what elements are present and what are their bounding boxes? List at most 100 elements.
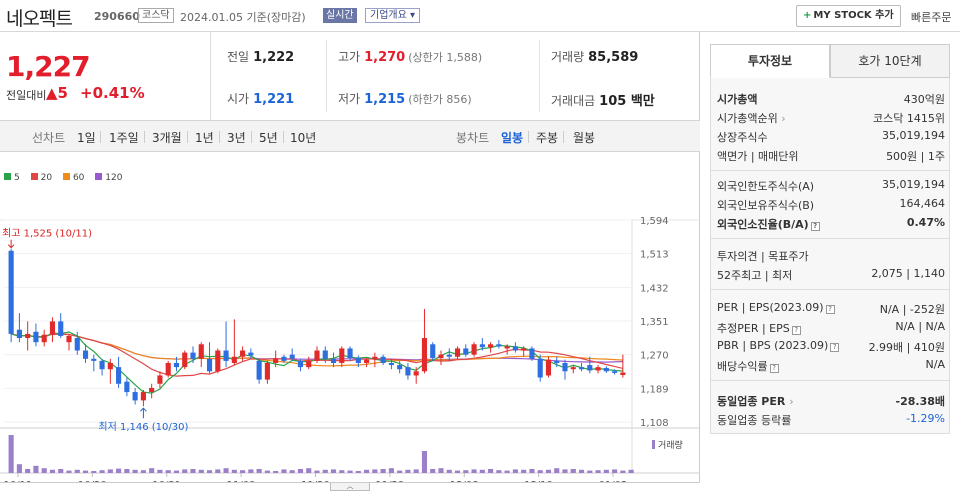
volume-bar <box>248 469 254 473</box>
min-arrow-head <box>140 407 147 412</box>
row-value: 430억원 <box>903 93 945 106</box>
volume-bar <box>306 468 312 473</box>
side-panel: 투자정보 호가 10단계 시가총액 430억원 시가총액순위 › 코스닥 1415위… <box>710 44 950 444</box>
candle-body <box>33 331 39 343</box>
candlestick-chart[interactable]: 1,5941,5131,4321,3511,2701,1891,108거래량10… <box>0 152 700 484</box>
period-3m[interactable]: 3개월 <box>152 131 182 145</box>
listed-shares-row: 상장주식수 35,019,194 <box>717 129 945 145</box>
quote-main-panel: 1,227 전일대비 ▲5 +0.41% 전일 1,222 고가 1,270 (상한가… <box>0 32 700 484</box>
add-mystock-button[interactable]: + MY STOCK 추가 <box>796 5 901 27</box>
divider <box>528 131 529 143</box>
candle-body <box>140 392 146 401</box>
row-label: 시가총액 <box>717 93 758 106</box>
stock-code: 290660 <box>94 10 140 23</box>
candle-body <box>41 334 47 343</box>
volume-bar <box>273 471 279 473</box>
trade-amount-label: 거래대금 <box>551 94 596 108</box>
high-label: 고가 <box>338 50 361 64</box>
candle-monthly[interactable]: 월봉 <box>573 131 596 145</box>
volume-bar <box>488 469 494 473</box>
help-icon[interactable]: ? <box>825 305 835 314</box>
legend-label: 120 <box>105 173 123 183</box>
divider <box>563 131 564 143</box>
period-5y[interactable]: 5년 <box>259 131 278 145</box>
divider <box>711 170 949 171</box>
chevron-right-icon[interactable]: › <box>789 395 794 408</box>
volume-bar <box>562 469 568 473</box>
volume-bar <box>405 469 411 473</box>
volume-bar <box>545 469 552 473</box>
realtime-button[interactable]: 실시간 <box>323 8 357 23</box>
week52-row: 52주최고 | 최저 2,075 | 1,140 <box>717 267 945 283</box>
candle-body <box>405 367 411 376</box>
price-box: 1,227 전일대비 ▲5 +0.41% <box>0 32 210 120</box>
volume-bar <box>165 470 171 473</box>
volume-bar <box>628 469 634 473</box>
volume-bar <box>107 469 113 473</box>
candle-body <box>438 354 444 358</box>
foreign-limit-row: 외국인한도주식수(A) 35,019,194 <box>717 178 945 194</box>
candle-daily[interactable]: 일봉 <box>501 131 524 145</box>
chevron-right-icon[interactable]: › <box>781 112 786 125</box>
legend-item: 20 <box>30 173 52 183</box>
help-icon[interactable]: ? <box>810 222 820 231</box>
period-1y[interactable]: 1년 <box>195 131 214 145</box>
candle-body <box>273 358 279 363</box>
period-3y[interactable]: 3년 <box>227 131 246 145</box>
help-icon[interactable]: ? <box>830 343 840 352</box>
volume-bar <box>314 470 320 473</box>
candle-body <box>471 344 477 355</box>
volume: 거래량 85,589 <box>551 48 638 65</box>
candle-body <box>49 321 56 335</box>
help-icon[interactable]: ? <box>769 364 779 373</box>
candle-body <box>107 362 113 370</box>
row-label: 시가총액순위 › <box>717 112 786 125</box>
period-1d[interactable]: 1일 <box>77 131 96 145</box>
row-value: 35,019,194 <box>882 129 945 142</box>
stock-name: 네오펙트 <box>6 8 73 30</box>
row-value: 500원 | 1주 <box>886 150 945 163</box>
period-10y[interactable]: 10년 <box>290 131 317 145</box>
candle-body <box>124 381 130 393</box>
volume-label: 거래량 <box>551 50 585 64</box>
volume-bar <box>74 469 80 473</box>
y-tick-label: 1,351 <box>640 317 669 328</box>
quick-order-link[interactable]: 빠른주문 <box>911 11 952 24</box>
candle-body <box>206 358 213 372</box>
legend-label: 5 <box>14 173 20 183</box>
candle-body <box>330 358 337 363</box>
invest-info-panel: 시가총액 430억원 시가총액순위 › 코스닥 1415위 상장주식수 35,019,… <box>710 78 950 434</box>
chart-period-toolbar: 선차트 1일 1주일 3개월 1년 3년 5년 10년 봉차트 일봉 주봉 월봉 <box>0 120 700 152</box>
help-icon[interactable]: ? <box>791 326 801 335</box>
volume-bar <box>281 469 287 473</box>
candle-chart-header: 봉차트 <box>456 131 490 145</box>
chart-canvas[interactable]: 1,5941,5131,4321,3511,2701,1891,108거래량10… <box>0 152 700 484</box>
tab-quote-10[interactable]: 호가 10단계 <box>830 44 950 78</box>
sector-change-row: 동일업종 등락률 -1.29% <box>717 412 945 428</box>
volume-bar <box>66 470 72 473</box>
row-value: 0.47% <box>906 216 945 229</box>
candle-body <box>355 357 361 363</box>
volume-bar <box>397 470 403 473</box>
row-value: 2,075 | 1,140 <box>871 267 945 280</box>
volume-bar <box>446 469 452 473</box>
candle-body <box>372 356 378 360</box>
volume-bar <box>380 469 386 473</box>
expand-handle[interactable]: ︿ <box>330 483 370 491</box>
candle-body <box>297 360 304 368</box>
volume-bar <box>91 471 97 473</box>
row-label: 추정PER | EPS? <box>717 320 801 336</box>
candle-body <box>496 344 502 347</box>
row-value: N/A | -252원 <box>879 303 945 316</box>
divider <box>539 40 540 112</box>
volume-bar <box>578 469 585 473</box>
tab-invest-info[interactable]: 투자정보 <box>710 44 830 78</box>
foreign-ratio-row: 외국인소진율(B/A)? 0.47% <box>717 216 945 232</box>
company-info-dropdown[interactable]: 기업개요 ▾ <box>365 8 420 23</box>
row-value: 164,464 <box>899 197 946 210</box>
row-value: 2.99배 | 410원 <box>868 341 945 354</box>
candle-weekly[interactable]: 주봉 <box>536 131 559 145</box>
volume-bar <box>595 470 601 473</box>
period-1w[interactable]: 1주일 <box>109 131 139 145</box>
volume-legend-swatch <box>652 440 655 449</box>
